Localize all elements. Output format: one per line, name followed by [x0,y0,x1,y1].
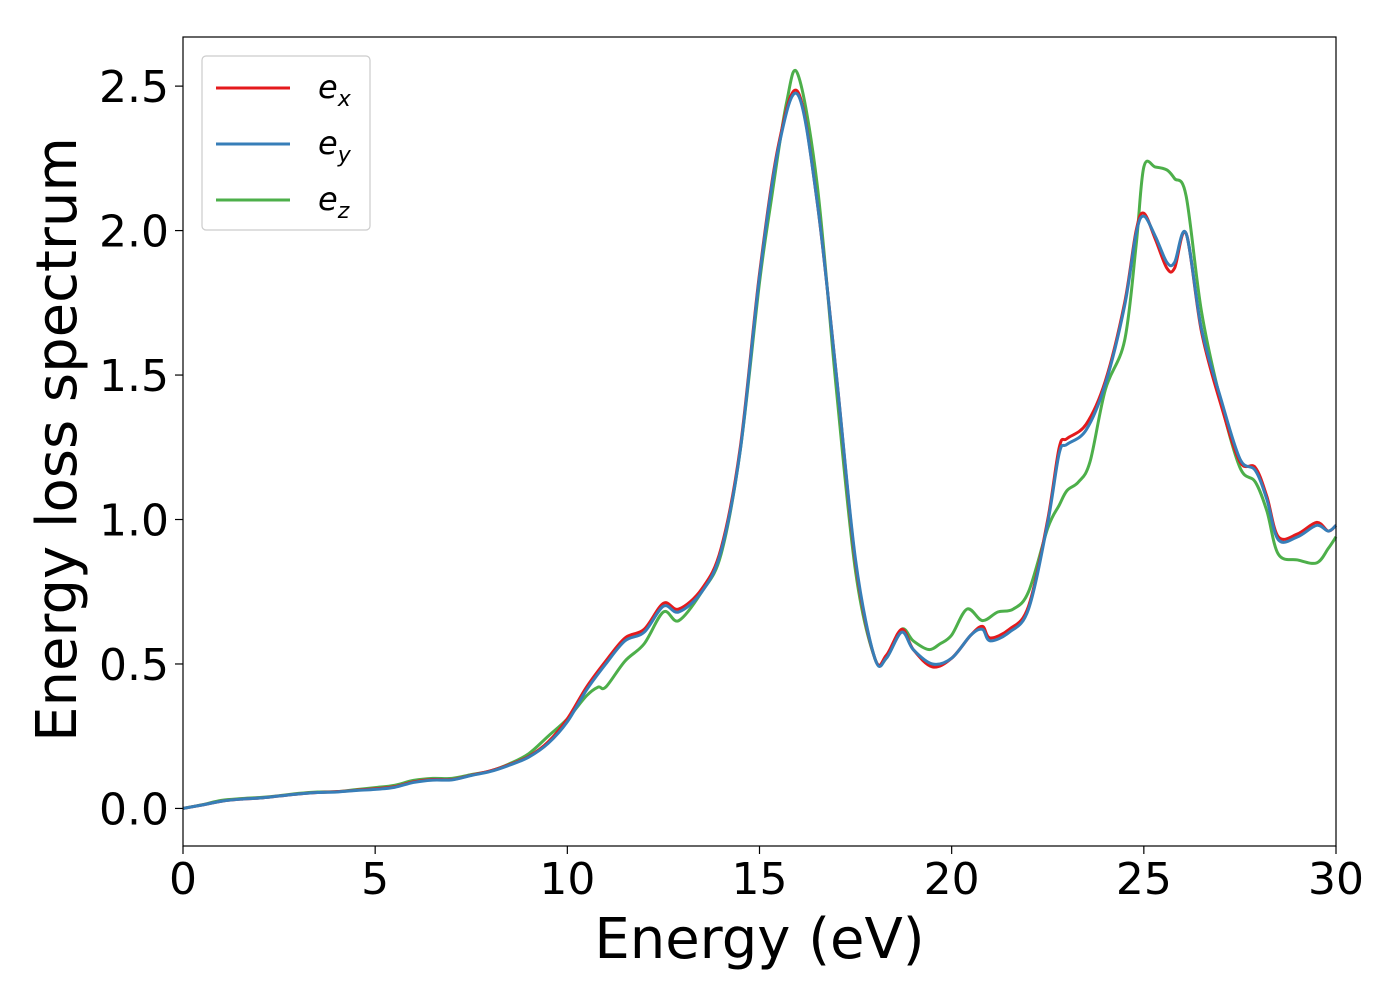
legend-label-e-y: ey [318,124,352,168]
legend: ex ey ez [201,55,371,231]
y-ticks: 0.0 0.5 1.0 1.5 2.0 2.5 [99,62,183,835]
y-axis-title: Energy loss spectrum [25,137,90,742]
x-tick-label: 0 [169,854,197,905]
x-tick-label: 30 [1308,854,1364,905]
legend-label-e-z: ez [318,180,350,224]
y-tick-label: 1.5 [99,351,169,402]
x-tick-label: 10 [539,854,595,905]
y-tick-label: 0.5 [99,640,169,691]
x-tick-label: 5 [361,854,389,905]
x-tick-label: 20 [924,854,980,905]
x-axis-title: Energy (eV) [594,907,924,972]
x-tick-label: 25 [1116,854,1172,905]
y-tick-label: 2.0 [99,207,169,258]
x-ticks: 0 5 10 15 20 25 30 [169,846,1364,905]
series-line-e-y [182,91,1338,810]
legend-label-e-x: ex [318,68,352,112]
y-tick-label: 0.0 [99,784,169,835]
y-tick-label: 1.0 [99,496,169,547]
x-tick-label: 15 [732,854,788,905]
series-lines [182,68,1338,810]
y-tick-label: 2.5 [99,62,169,113]
